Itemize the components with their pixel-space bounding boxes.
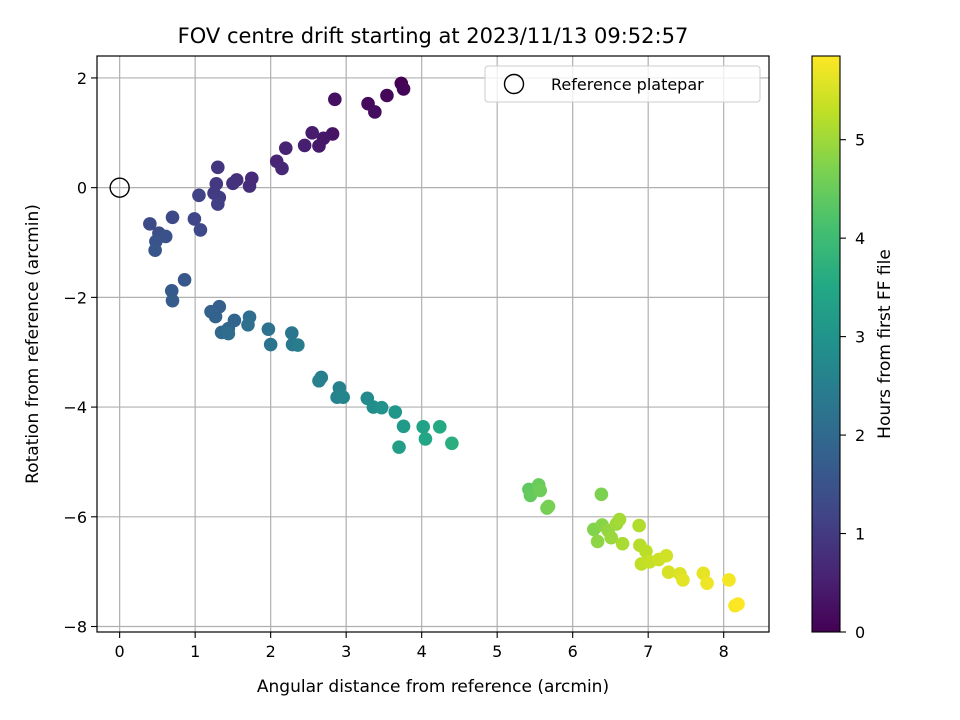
data-point <box>148 243 162 257</box>
x-tick-label: 6 <box>568 642 578 661</box>
data-point <box>291 338 305 352</box>
data-point <box>177 273 192 287</box>
data-point <box>165 210 180 225</box>
colorbar-label: Hours from first FF file <box>875 249 895 439</box>
y-axis-label: Rotation from reference (arcmin) <box>23 204 43 484</box>
colorbar-tick-label: 0 <box>855 623 865 642</box>
y-tick-label: −6 <box>63 508 87 527</box>
data-point <box>722 573 736 587</box>
data-point <box>165 293 180 308</box>
x-axis-ticks: 0 1 2 3 4 5 6 7 8 <box>115 632 729 661</box>
data-point <box>261 322 276 336</box>
y-tick-label: −8 <box>63 618 87 637</box>
data-point <box>396 82 411 96</box>
data-point <box>590 534 605 549</box>
data-point <box>380 88 394 103</box>
x-tick-label: 5 <box>492 642 502 661</box>
x-tick-label: 3 <box>341 642 351 661</box>
x-tick-label: 0 <box>115 642 125 661</box>
x-axis-label: Angular distance from reference (arcmin) <box>257 677 609 697</box>
legend: Reference platepar <box>484 65 761 103</box>
colorbar-tick-label: 2 <box>855 426 865 445</box>
colorbar-tick-label: 5 <box>855 131 865 150</box>
legend-box <box>484 65 761 103</box>
data-point <box>285 326 299 340</box>
x-tick-label: 1 <box>190 642 200 661</box>
data-point <box>275 161 289 176</box>
data-point <box>615 536 630 551</box>
data-point <box>700 576 714 590</box>
colorbar-tick-label: 3 <box>855 328 865 347</box>
data-point <box>392 440 406 454</box>
reference-point <box>109 177 130 198</box>
data-point <box>312 373 326 388</box>
data-point <box>226 176 240 191</box>
data-point <box>143 217 157 231</box>
x-tick-label: 8 <box>719 642 729 661</box>
data-point <box>632 518 646 533</box>
data-point <box>192 188 206 203</box>
chart-title: FOV centre drift starting at 2023/11/13 … <box>178 24 689 48</box>
data-point <box>208 309 223 324</box>
data-point <box>263 337 278 352</box>
data-point <box>193 223 208 237</box>
data-point <box>211 197 225 211</box>
data-point <box>388 405 403 419</box>
data-point <box>241 318 255 332</box>
data-point <box>374 400 389 415</box>
data-point <box>297 138 312 153</box>
y-tick-label: 0 <box>77 179 87 198</box>
data-point <box>211 160 225 175</box>
colorbar-tick-label: 1 <box>855 525 865 544</box>
colorbar-ticks: 0 1 2 3 4 5 <box>840 131 865 642</box>
data-point <box>445 436 459 451</box>
data-point <box>661 565 676 580</box>
data-point <box>336 390 350 405</box>
x-tick-label: 7 <box>643 642 653 661</box>
data-point <box>305 126 319 140</box>
colorbar: 0 1 2 3 4 5 Hours from first FF file <box>811 55 895 642</box>
data-point <box>731 597 745 611</box>
data-point <box>328 92 342 107</box>
data-point <box>418 432 433 446</box>
data-point <box>278 141 293 155</box>
data-points <box>143 76 745 613</box>
data-point <box>432 420 447 434</box>
data-point <box>594 487 609 502</box>
data-point <box>604 530 618 545</box>
x-tick-label: 2 <box>266 642 276 661</box>
y-tick-label: −2 <box>63 288 87 307</box>
colorbar-gradient <box>811 55 841 633</box>
y-axis-ticks: −8 −6 −4 −2 0 2 <box>63 69 97 637</box>
data-point <box>659 548 674 563</box>
data-point <box>368 105 382 119</box>
data-point <box>676 573 690 587</box>
legend-marker <box>503 73 525 95</box>
data-point <box>416 420 430 434</box>
data-point <box>612 512 627 527</box>
data-point <box>164 283 179 298</box>
reference-marker <box>109 177 130 198</box>
x-tick-label: 4 <box>417 642 427 661</box>
data-point <box>533 483 548 498</box>
data-point <box>396 419 411 434</box>
data-point <box>312 139 326 153</box>
data-point <box>242 179 257 193</box>
data-point <box>187 212 202 226</box>
data-point <box>221 326 236 341</box>
y-tick-label: 2 <box>77 69 87 88</box>
colorbar-tick-label: 4 <box>855 229 865 248</box>
grid <box>97 56 769 632</box>
plot-area-frame <box>96 55 770 633</box>
data-point <box>541 499 556 514</box>
y-tick-label: −4 <box>63 398 87 417</box>
legend-entry: Reference platepar <box>551 75 704 94</box>
data-point <box>639 544 653 559</box>
